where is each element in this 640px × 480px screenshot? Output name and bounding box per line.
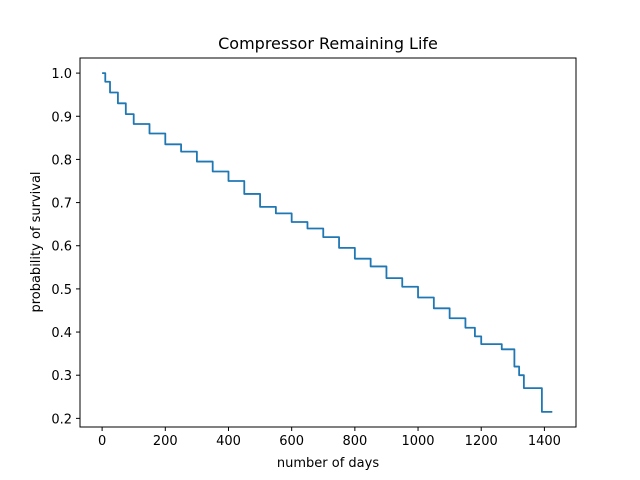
axes-frame bbox=[79, 57, 577, 428]
survival-curve bbox=[102, 72, 553, 413]
y-tick-label: 0.2 bbox=[51, 412, 72, 427]
y-tick-label: 0.5 bbox=[51, 283, 72, 298]
x-tick-label: 1200 bbox=[465, 434, 498, 449]
x-tick-label: 1400 bbox=[528, 434, 561, 449]
x-axis-label: number of days bbox=[277, 456, 379, 471]
x-tick-label: 1000 bbox=[401, 434, 434, 449]
x-tick-label: 600 bbox=[279, 434, 304, 449]
y-tick-label: 0.4 bbox=[51, 326, 72, 341]
x-axis-ticks: 0 200 400 600 800 1000 1200 1400 bbox=[98, 427, 561, 449]
plot-area bbox=[79, 57, 577, 428]
y-axis-ticks: 0.2 0.3 0.4 0.5 0.6 0.7 0.8 0.9 1.0 bbox=[51, 67, 80, 427]
x-tick-label: 200 bbox=[153, 434, 178, 449]
y-tick-label: 0.6 bbox=[51, 240, 72, 255]
y-tick-label: 0.8 bbox=[51, 153, 72, 168]
y-tick-label: 0.9 bbox=[51, 110, 72, 125]
y-axis-label: probability of survival bbox=[29, 171, 44, 312]
y-tick-label: 1.0 bbox=[51, 67, 72, 82]
chart-title: Compressor Remaining Life bbox=[218, 34, 438, 53]
x-tick-label: 0 bbox=[98, 434, 106, 449]
x-tick-label: 400 bbox=[216, 434, 241, 449]
x-tick-label: 800 bbox=[342, 434, 367, 449]
y-tick-label: 0.3 bbox=[51, 369, 72, 384]
y-tick-label: 0.7 bbox=[51, 197, 72, 212]
